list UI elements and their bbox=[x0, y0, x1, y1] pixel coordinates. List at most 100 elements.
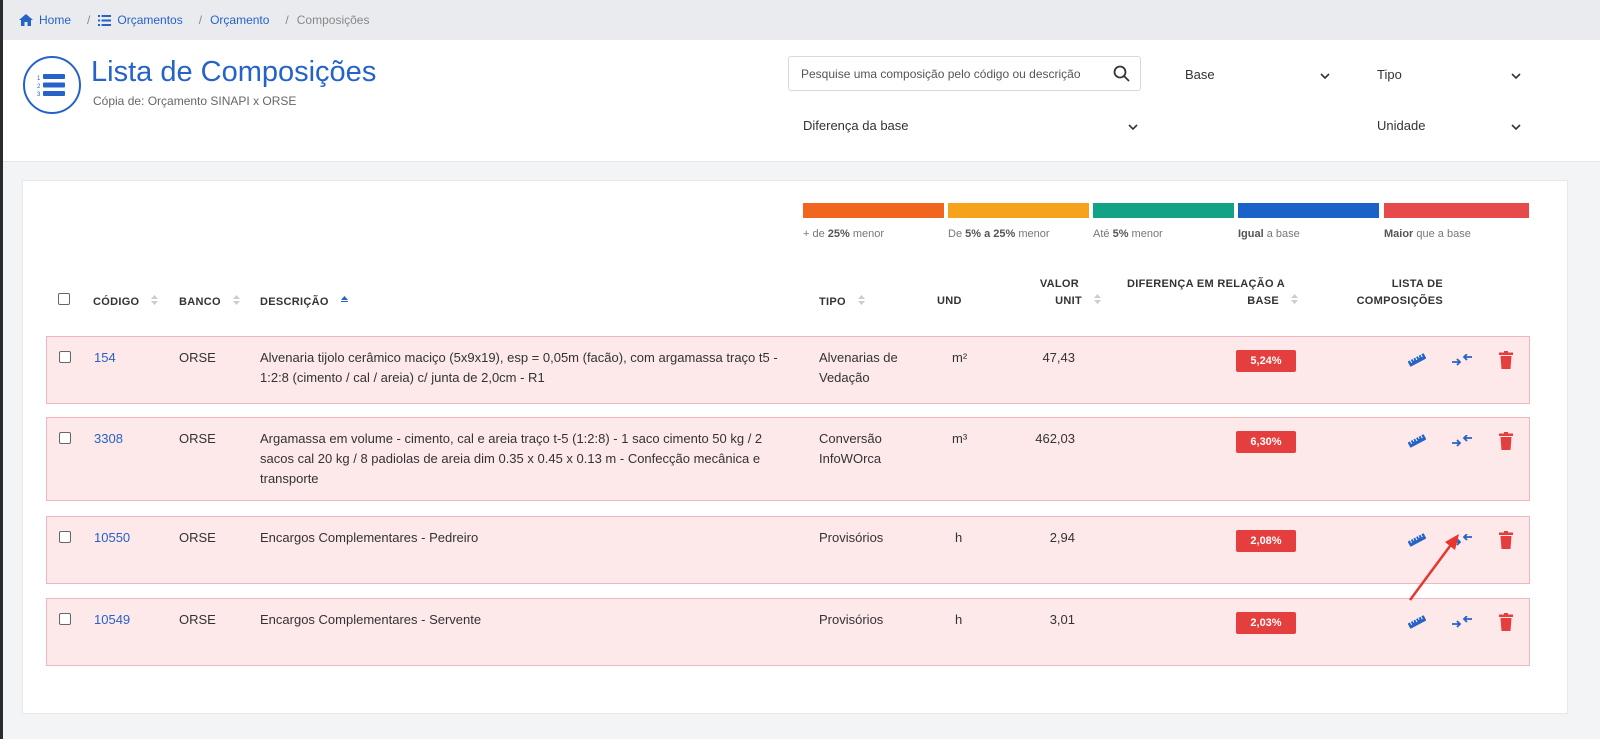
row-banco: ORSE bbox=[179, 612, 216, 627]
legend-label-higher: Maior que a base bbox=[1384, 228, 1471, 240]
sort-icon bbox=[151, 295, 159, 308]
column-header-und[interactable]: UND bbox=[937, 295, 962, 307]
svg-text:2: 2 bbox=[37, 84, 41, 90]
edit-composition-icon[interactable] bbox=[1405, 349, 1429, 371]
row-tipo: Provisórios bbox=[819, 612, 884, 627]
search-box bbox=[788, 56, 1141, 91]
column-header-tipo[interactable]: TIPO bbox=[819, 295, 865, 308]
row-und: h bbox=[955, 612, 963, 627]
list-icon bbox=[98, 14, 112, 26]
row-codigo-link[interactable]: 154 bbox=[94, 350, 116, 365]
column-header-codigo[interactable]: CÓDIGO bbox=[93, 295, 159, 308]
row-checkbox[interactable] bbox=[59, 432, 71, 444]
window-edge bbox=[0, 0, 3, 739]
row-tipo: Alvenarias de Vedação bbox=[819, 350, 898, 385]
table-row[interactable]: 10549 ORSE Encargos Complementares - Ser… bbox=[46, 598, 1530, 666]
edit-composition-icon[interactable] bbox=[1405, 611, 1429, 633]
unidade-select-label: Unidade bbox=[1377, 117, 1426, 133]
breadcrumb-composicoes-label: Composições bbox=[296, 13, 370, 27]
row-codigo-link[interactable]: 10549 bbox=[94, 612, 131, 627]
breadcrumb-separator: / bbox=[285, 13, 289, 27]
tipo-select-label: Tipo bbox=[1377, 66, 1402, 82]
legend-label-much-lower: + de 25% menor bbox=[803, 228, 885, 240]
legend-bar-much-lower bbox=[803, 203, 944, 218]
breadcrumb-orcamentos[interactable]: Orçamentos bbox=[98, 13, 183, 27]
row-descricao: Alvenaria tijolo cerâmico maciço (5x9x19… bbox=[260, 350, 778, 385]
breadcrumb-home[interactable]: Home bbox=[19, 13, 71, 27]
compare-arrows-icon[interactable] bbox=[1450, 430, 1474, 452]
home-icon bbox=[19, 14, 33, 26]
legend-label-slightly-lower: Até 5% menor bbox=[1093, 228, 1163, 240]
edit-composition-icon[interactable] bbox=[1405, 529, 1429, 551]
row-banco: ORSE bbox=[179, 530, 216, 545]
trash-icon[interactable] bbox=[1494, 529, 1518, 551]
legend-bar-equal bbox=[1238, 203, 1379, 218]
sort-icon bbox=[1094, 293, 1101, 310]
row-valor: 3,01 bbox=[1049, 612, 1075, 627]
unidade-select[interactable]: Unidade bbox=[1377, 113, 1521, 137]
row-banco: ORSE bbox=[179, 350, 216, 365]
row-und: h bbox=[955, 530, 963, 545]
sort-icon bbox=[232, 295, 240, 308]
table-row[interactable]: 154 ORSE Alvenaria tijolo cerâmico maciç… bbox=[46, 336, 1530, 404]
difference-badge: 5,24% bbox=[1236, 350, 1296, 372]
base-select[interactable]: Base bbox=[1185, 62, 1330, 86]
chevron-down-icon bbox=[1511, 67, 1521, 82]
column-header-valor-unit[interactable]: VALOR UNIT bbox=[993, 276, 1101, 310]
breadcrumb-orcamento[interactable]: Orçamento bbox=[210, 13, 269, 27]
base-select-label: Base bbox=[1185, 66, 1215, 82]
table-row[interactable]: 10550 ORSE Encargos Complementares - Ped… bbox=[46, 516, 1530, 584]
edit-composition-icon[interactable] bbox=[1405, 430, 1429, 452]
compare-arrows-icon[interactable] bbox=[1450, 529, 1474, 551]
legend-label-equal: Igual a base bbox=[1238, 228, 1300, 240]
table-row[interactable]: 3308 ORSE Argamassa em volume - cimento,… bbox=[46, 417, 1530, 501]
row-tipo: Conversão InfoWOrca bbox=[819, 431, 882, 466]
row-und: m² bbox=[952, 350, 968, 365]
row-banco: ORSE bbox=[179, 431, 216, 446]
search-icon[interactable] bbox=[1113, 65, 1130, 85]
search-input[interactable] bbox=[789, 57, 1089, 90]
chevron-down-icon bbox=[1511, 118, 1521, 133]
row-valor: 2,94 bbox=[1049, 530, 1075, 545]
difference-badge: 2,03% bbox=[1236, 612, 1296, 634]
row-und: m³ bbox=[952, 431, 968, 446]
row-checkbox[interactable] bbox=[59, 531, 71, 543]
diferenca-base-select[interactable]: Diferença da base bbox=[803, 113, 1138, 137]
breadcrumb: Home / Orçamentos / Orçamento / Composiç… bbox=[3, 0, 1600, 40]
chevron-down-icon bbox=[1128, 118, 1138, 133]
row-codigo-link[interactable]: 3308 bbox=[94, 431, 123, 446]
row-checkbox[interactable] bbox=[59, 613, 71, 625]
row-tipo: Provisórios bbox=[819, 530, 884, 545]
legend-bar-higher bbox=[1384, 203, 1529, 218]
compare-arrows-icon[interactable] bbox=[1450, 349, 1474, 371]
trash-icon[interactable] bbox=[1494, 349, 1518, 371]
column-header-descricao[interactable]: DESCRIÇÃO bbox=[260, 295, 348, 308]
column-header-diferenca[interactable]: DIFERENÇA EM RELAÇÃO A BASE bbox=[1103, 276, 1298, 310]
select-all-checkbox[interactable] bbox=[58, 293, 70, 305]
row-descricao: Encargos Complementares - Servente bbox=[260, 612, 482, 627]
svg-text:1: 1 bbox=[37, 76, 41, 82]
breadcrumb-composicoes: Composições bbox=[297, 13, 370, 27]
column-header-banco[interactable]: BANCO bbox=[179, 295, 240, 308]
chevron-down-icon bbox=[1320, 67, 1330, 82]
breadcrumb-orcamentos-label: Orçamentos bbox=[117, 13, 183, 27]
row-codigo-link[interactable]: 10550 bbox=[94, 530, 131, 545]
page-subtitle: Cópia de: Orçamento SINAPI x ORSE bbox=[93, 94, 297, 108]
sort-icon bbox=[1291, 293, 1298, 310]
tipo-select[interactable]: Tipo bbox=[1377, 62, 1521, 86]
trash-icon[interactable] bbox=[1494, 430, 1518, 452]
page-header: 1 2 3 Lista de Composições Cópia de: Orç… bbox=[3, 40, 1600, 162]
sort-ascending-icon bbox=[340, 295, 348, 308]
legend-bar-lower bbox=[948, 203, 1089, 218]
breadcrumb-separator: / bbox=[87, 13, 91, 27]
row-descricao: Argamassa em volume - cimento, cal e are… bbox=[260, 431, 763, 486]
diferenca-base-select-label: Diferença da base bbox=[803, 117, 909, 133]
sort-icon bbox=[857, 295, 865, 308]
breadcrumb-separator: / bbox=[198, 13, 203, 27]
svg-text:3: 3 bbox=[37, 92, 41, 97]
row-descricao: Encargos Complementares - Pedreiro bbox=[260, 530, 479, 545]
trash-icon[interactable] bbox=[1494, 611, 1518, 633]
compare-arrows-icon[interactable] bbox=[1450, 611, 1474, 633]
row-checkbox[interactable] bbox=[59, 351, 71, 363]
numbered-list-icon: 1 2 3 bbox=[23, 56, 81, 114]
